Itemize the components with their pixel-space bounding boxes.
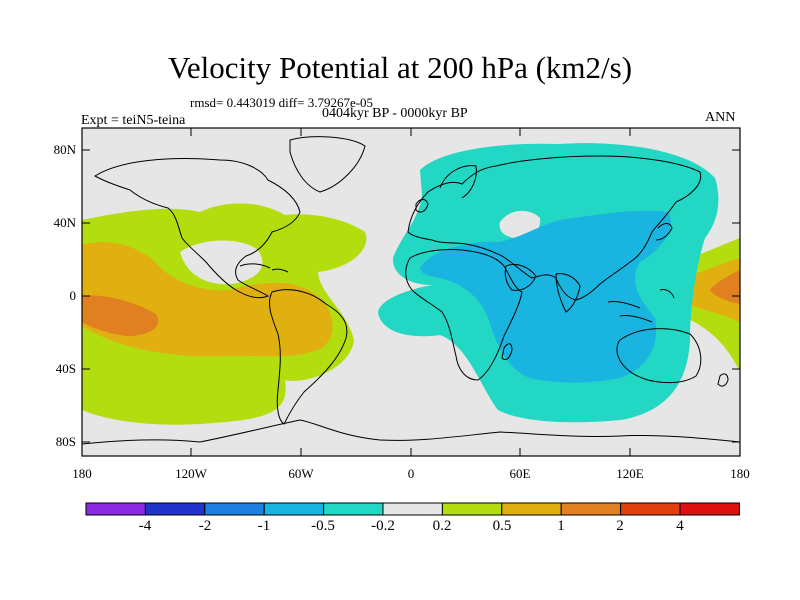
colorbar-box — [85, 502, 146, 516]
map-area — [82, 128, 740, 456]
colorbar-label: -0.2 — [371, 518, 395, 534]
colorbar-box — [441, 502, 503, 516]
coast-greenland — [289, 136, 366, 193]
lat-label-80s: 80S — [55, 434, 76, 449]
coast-cuba — [239, 263, 271, 269]
contour-gap-caribbean — [180, 240, 263, 285]
season-label: ANN — [705, 110, 736, 125]
coast-india — [555, 273, 581, 313]
coast-eurasia — [407, 155, 702, 301]
colorbar-box — [263, 502, 325, 516]
coastlines — [82, 136, 740, 445]
colorbar-label: 2 — [616, 518, 624, 534]
coast-antarctica — [82, 419, 740, 445]
colorbar-box — [323, 502, 384, 516]
coast-arabia — [504, 263, 537, 291]
lon-label-120w: 120W — [175, 466, 207, 481]
coast-madagascar — [501, 343, 513, 361]
coast-north-america — [94, 158, 301, 299]
stats-line: rmsd= 0.443019 diff= 3.79267e-05 — [190, 95, 374, 110]
lat-label-0: 0 — [69, 288, 77, 303]
coast-new-zealand — [717, 373, 729, 387]
coast-australia — [616, 328, 702, 384]
colorbar-box — [501, 502, 562, 516]
colorbar-box — [144, 502, 206, 516]
coast-south-america — [269, 289, 348, 425]
colorbar-box — [560, 502, 622, 516]
lon-label-60w: 60W — [288, 466, 314, 481]
experiment-label: Expt = teiN5-teina — [81, 113, 186, 128]
lon-label-120e: 120E — [616, 466, 644, 481]
colorbar-box — [382, 502, 443, 516]
contour-pos-0.5-east — [671, 258, 740, 322]
contour-pos-1-west — [82, 295, 159, 336]
lon-label-0: 0 — [407, 466, 415, 481]
coast-se-asia-islands — [607, 289, 675, 323]
coast-britain — [415, 199, 429, 213]
colorbar-label: 4 — [676, 518, 684, 534]
coast-japan — [655, 223, 673, 241]
coast-africa — [405, 249, 523, 381]
map-title: Velocity Potential at 200 hPa (km2/s) — [167, 50, 633, 85]
colorbar — [85, 502, 740, 516]
colorbar-label: -1 — [257, 518, 271, 534]
colorbar-box — [620, 502, 681, 516]
axis-ticks — [82, 128, 740, 456]
colorbar-box — [204, 502, 265, 516]
colorbar-label: 0.5 — [492, 518, 512, 534]
colorbar-box — [679, 502, 740, 516]
lon-label-180e: 180 — [730, 466, 750, 481]
lat-label-80n: 80N — [53, 142, 76, 157]
colorbar-label: -0.5 — [311, 518, 335, 534]
coast-hispaniola — [271, 268, 289, 273]
colorbar-label: -4 — [138, 518, 152, 534]
period-label: 0404kyr BP - 0000kyr BP — [322, 106, 468, 121]
lon-label-180w: 180 — [72, 466, 92, 481]
lat-label-40s: 40S — [55, 361, 76, 376]
lat-label-40n: 40N — [53, 215, 76, 230]
lon-label-60e: 60E — [509, 466, 531, 481]
colorbar-label: 0.2 — [432, 518, 452, 534]
colorbar-label: 1 — [557, 518, 565, 534]
colorbar-label: -2 — [198, 518, 212, 534]
coast-scandinavia — [439, 165, 477, 199]
